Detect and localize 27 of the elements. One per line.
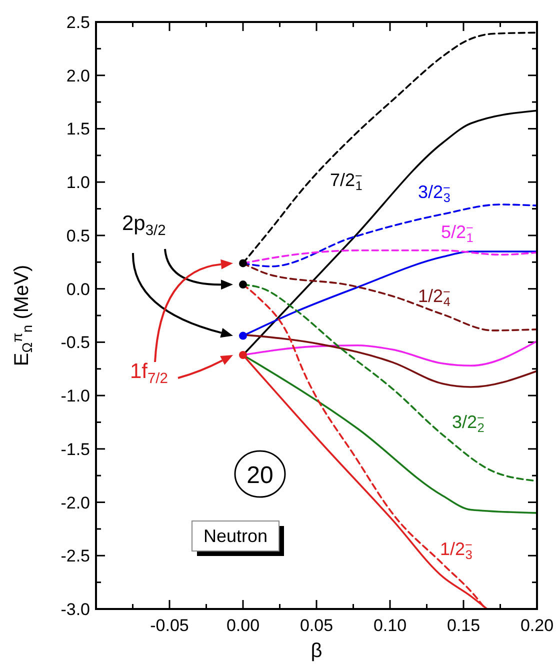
y-tick-label: -1.0 bbox=[60, 386, 90, 406]
y-tick-label: 1.0 bbox=[66, 173, 90, 192]
y-tick-label: 0.5 bbox=[66, 226, 90, 246]
annotation: 1f$_{7/2}$ bbox=[130, 360, 168, 386]
y-tick-label: -2.0 bbox=[60, 493, 90, 512]
annotation: 2p$_{3/2}$ bbox=[122, 212, 166, 238]
annotation: Neutron bbox=[203, 526, 268, 546]
y-tick-label: -0.5 bbox=[60, 333, 90, 352]
x-tick-label: 0.15 bbox=[446, 616, 480, 635]
x-tick-label: 0.20 bbox=[520, 616, 554, 635]
x-tick-label: 0.05 bbox=[300, 616, 334, 635]
x-tick-label: 0.00 bbox=[226, 616, 260, 635]
y-tick-label: -2.5 bbox=[60, 546, 90, 566]
point bbox=[239, 332, 247, 340]
point bbox=[239, 259, 247, 268]
y-tick-label: 1.5 bbox=[66, 120, 90, 139]
y-tick-label: 2.0 bbox=[66, 66, 90, 86]
x-tick-label: -0.05 bbox=[150, 616, 189, 635]
annotation: 20 bbox=[246, 462, 274, 489]
point bbox=[239, 350, 247, 359]
point bbox=[239, 280, 247, 289]
x-axis-title: β bbox=[310, 640, 322, 662]
y-tick-label: -3.0 bbox=[60, 600, 90, 619]
y-tick-label: 0.0 bbox=[66, 280, 90, 299]
y-tick-label: 2.5 bbox=[66, 13, 90, 32]
x-tick-label: 0.10 bbox=[373, 616, 407, 635]
y-tick-label: -1.5 bbox=[60, 440, 90, 459]
